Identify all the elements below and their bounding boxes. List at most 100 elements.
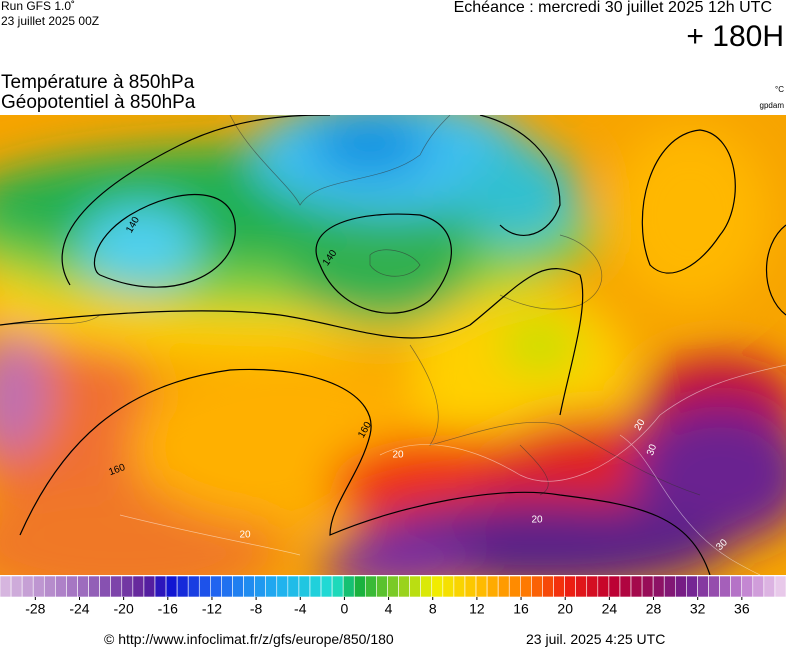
colorbar-tick-label: 36 <box>734 601 750 617</box>
colorbar-cell <box>719 575 731 598</box>
colorbar-cell <box>674 575 687 598</box>
colorbar-cell <box>686 575 698 598</box>
colorbar-cell <box>342 575 355 598</box>
colorbar-cell <box>276 575 289 598</box>
colorbar-cell <box>575 575 588 598</box>
colorbar-cell <box>508 575 521 598</box>
colorbar-cell <box>431 575 444 598</box>
colorbar-tick-label: -20 <box>114 601 134 617</box>
colorbar-cell <box>652 575 665 598</box>
colorbar-cell <box>165 575 178 598</box>
generated-time: 23 juil. 2025 4:25 UTC <box>526 631 666 647</box>
colorbar-cell <box>420 575 433 598</box>
colorbar-cell <box>154 575 167 598</box>
temperature-title: Température à 850hPa <box>1 72 195 93</box>
colorbar-cell <box>365 575 377 598</box>
contour-label: 20 <box>239 530 251 541</box>
colorbar-cell <box>641 575 654 598</box>
colorbar-cell <box>763 575 776 598</box>
colorbar-cell <box>121 575 134 598</box>
colorbar-tick-label: 20 <box>557 601 573 617</box>
colorbar-cell <box>66 575 78 598</box>
colorbar-cell <box>708 575 720 598</box>
temperature-unit: °C <box>775 85 784 94</box>
colorbar-cell <box>99 575 112 598</box>
colorbar-cell <box>10 575 23 598</box>
colorbar-tick-label: 12 <box>469 601 485 617</box>
colorbar-tick-label: 0 <box>341 601 349 617</box>
contour-label: 20 <box>633 417 648 433</box>
colorbar-cell <box>309 575 322 598</box>
colorbar-cell <box>254 575 266 598</box>
contour-label: 30 <box>645 443 659 458</box>
run-label: Run GFS 1.0˚ <box>1 0 76 13</box>
colorbar-cell <box>531 575 543 598</box>
colorbar-tick-label: -16 <box>158 601 178 617</box>
colorbar-tick-label: -12 <box>202 601 222 617</box>
geopotential-contours <box>0 115 786 575</box>
colorbar-cell <box>464 575 477 598</box>
colorbar-cell <box>486 575 499 598</box>
colorbar-cell <box>21 575 34 598</box>
colorbar-tick-label: 4 <box>385 601 393 617</box>
colorbar-cell <box>376 575 388 598</box>
colorbar-cell <box>586 575 599 598</box>
colorbar-tick-label: -4 <box>294 601 307 617</box>
colorbar-cell <box>110 575 123 598</box>
colorbar-cell <box>132 575 145 598</box>
colorbar-cell <box>663 575 676 598</box>
colorbar-cell <box>741 575 754 598</box>
run-date: 23 juillet 2025 00Z <box>1 14 100 28</box>
colorbar-cell <box>542 575 554 598</box>
colorbar-cell <box>0 575 12 598</box>
colorbar-cell <box>475 575 488 598</box>
colorbar-cell <box>55 575 67 598</box>
contour-label: 20 <box>531 515 543 526</box>
colorbar-cell <box>187 575 200 598</box>
colorbar-cell <box>320 575 333 598</box>
colorbar-cell <box>619 575 632 598</box>
colorbar-cell <box>697 575 709 598</box>
colorbar-cell <box>752 575 765 598</box>
colorbar-cell <box>497 575 510 598</box>
colorbar-cell <box>176 575 189 598</box>
colorbar-cell <box>608 575 621 598</box>
lead-time: + 180H <box>686 20 784 53</box>
colorbar-cell <box>353 575 366 598</box>
colorbar-tick-label: 8 <box>429 601 437 617</box>
colorbar-cell <box>143 575 156 598</box>
colorbar-tick-label: -8 <box>250 601 263 617</box>
colorbar-tick-label: 28 <box>646 601 662 617</box>
colorbar-cell <box>243 575 255 598</box>
colorbar-cell <box>232 575 244 598</box>
colorbar-tick-label: 32 <box>690 601 706 617</box>
colorbar-cell <box>43 575 56 598</box>
colorbar-tick-label: -24 <box>69 601 89 617</box>
colorbar-cell <box>287 575 300 598</box>
colorbar-cell <box>198 575 211 598</box>
colorbar: -28 -24 -20 -16 -12 -8 -4 0 4 8 12 16 20 24 28 32 36 <box>0 575 786 617</box>
colorbar-cell <box>265 575 278 598</box>
colorbar-cell <box>387 575 399 598</box>
contour-label: 20 <box>392 450 404 461</box>
colorbar-cell <box>409 575 421 598</box>
colorbar-cell <box>597 575 610 598</box>
colorbar-cell <box>520 575 532 598</box>
colorbar-cell <box>210 575 222 598</box>
colorbar-cell <box>32 575 45 598</box>
colorbar-cell <box>453 575 466 598</box>
colorbar-tick-label: 24 <box>602 601 618 617</box>
colorbar-tick-label: 16 <box>513 601 529 617</box>
colorbar-cell <box>442 575 455 598</box>
colorbar-cell <box>398 575 410 598</box>
colorbar-cell <box>630 575 643 598</box>
colorbar-cell <box>774 575 786 598</box>
forecast-time: Echéance : mercredi 30 juillet 2025 12h … <box>453 0 772 16</box>
colorbar-cell <box>331 575 344 598</box>
colorbar-cell <box>77 575 89 598</box>
source: © http://www.infoclimat.fr/z/gfs/europe/… <box>104 631 394 647</box>
colorbar-cell <box>553 575 565 598</box>
geopotential-title: Géopotentiel à 850hPa <box>1 92 196 113</box>
